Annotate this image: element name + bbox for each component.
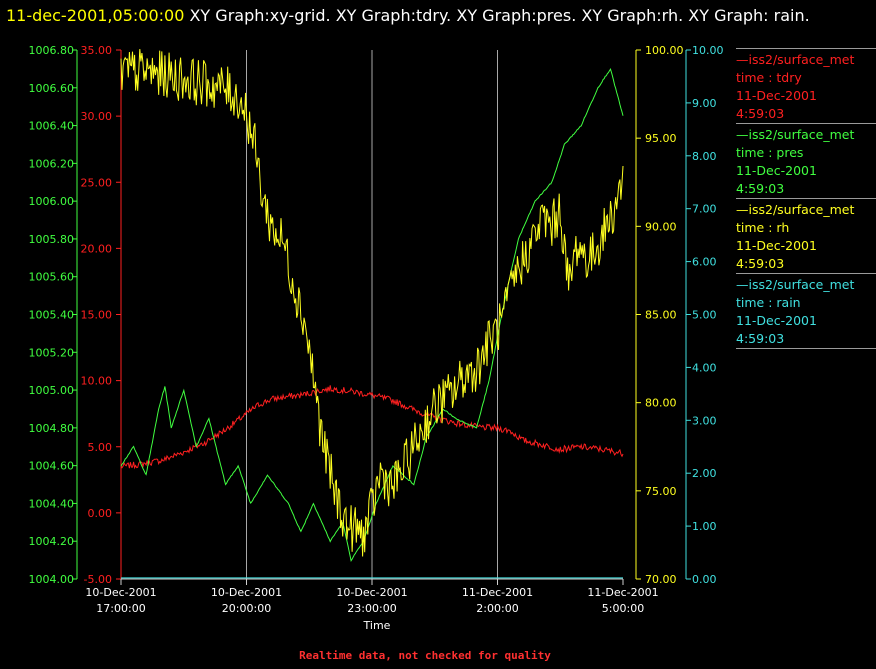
legend-time: 4:59:03 — [736, 331, 785, 346]
legend-time: 4:59:03 — [736, 181, 785, 196]
rain-tick-label: 3.00 — [692, 414, 717, 427]
pres-tick-label: 1006.60 — [29, 82, 75, 95]
x-tick-time: 5:00:00 — [602, 602, 644, 615]
legend-field: time : rain — [736, 295, 801, 310]
quality-note: Realtime data, not checked for quality — [299, 649, 551, 662]
tdry-tick-label: 0.00 — [88, 507, 113, 520]
pres-tick-label: 1005.20 — [29, 346, 75, 359]
pres-tick-label: 1005.00 — [29, 384, 75, 397]
rain-tick-label: 2.00 — [692, 467, 717, 480]
graph-timestamp: 11-dec-2001,05:00:00 — [6, 6, 185, 25]
rh-tick-label: 95.00 — [645, 132, 677, 145]
tdry-tick-label: -5.00 — [84, 573, 112, 586]
pres-tick-label: 1006.80 — [29, 44, 75, 57]
series-line-tdry — [120, 385, 624, 470]
rh-tick-label: 80.00 — [645, 397, 677, 410]
x-tick-time: 23:00:00 — [347, 602, 396, 615]
series-line-rh — [120, 49, 624, 557]
pres-tick-label: 1004.60 — [29, 460, 75, 473]
rain-tick-label: 6.00 — [692, 256, 717, 269]
legend-field: time : tdry — [736, 70, 802, 85]
legend-field: time : pres — [736, 145, 804, 160]
legend: —iss2/surface_met time : tdry 11-Dec-2001 4… — [736, 48, 876, 349]
rain-tick-label: 5.00 — [692, 309, 717, 322]
tdry-tick-label: 30.00 — [81, 110, 113, 123]
legend-date: 11-Dec-2001 — [736, 88, 817, 103]
legend-field: time : rh — [736, 220, 790, 235]
legend-source: —iss2/surface_met — [736, 52, 855, 67]
x-tick-date: 11-Dec-2001 — [587, 586, 658, 599]
pres-tick-label: 1005.60 — [29, 271, 75, 284]
rain-tick-label: 10.00 — [692, 44, 724, 57]
rh-tick-label: 90.00 — [645, 220, 677, 233]
x-tick-date: 10-Dec-2001 — [211, 586, 282, 599]
x-axis-label: Time — [363, 619, 391, 632]
pres-tick-label: 1004.20 — [29, 535, 75, 548]
x-tick-date: 11-Dec-2001 — [462, 586, 533, 599]
pres-tick-label: 1006.40 — [29, 120, 75, 133]
legend-date: 11-Dec-2001 — [736, 238, 817, 253]
legend-source: —iss2/surface_met — [736, 202, 855, 217]
series-line-pres — [120, 68, 624, 563]
tdry-tick-label: 25.00 — [81, 176, 113, 189]
tdry-tick-label: 5.00 — [88, 441, 113, 454]
x-tick-time: 17:00:00 — [96, 602, 145, 615]
rain-tick-label: 1.00 — [692, 520, 717, 533]
legend-time: 4:59:03 — [736, 256, 785, 271]
rh-tick-label: 75.00 — [645, 485, 677, 498]
legend-time: 4:59:03 — [736, 106, 785, 121]
rh-tick-label: 85.00 — [645, 309, 677, 322]
pres-tick-label: 1006.00 — [29, 195, 75, 208]
tdry-tick-label: 35.00 — [81, 44, 113, 57]
x-tick-time: 20:00:00 — [222, 602, 271, 615]
rh-tick-label: 70.00 — [645, 573, 677, 586]
legend-date: 11-Dec-2001 — [736, 313, 817, 328]
legend-source: —iss2/surface_met — [736, 277, 855, 292]
graph-description: XY Graph:xy-grid. XY Graph:tdry. XY Grap… — [189, 6, 810, 25]
x-tick-date: 10-Dec-2001 — [336, 586, 407, 599]
rain-tick-label: 9.00 — [692, 97, 717, 110]
pres-tick-label: 1004.40 — [29, 497, 75, 510]
pres-tick-label: 1004.00 — [29, 573, 75, 586]
x-tick-date: 10-Dec-2001 — [85, 586, 156, 599]
rain-tick-label: 4.00 — [692, 361, 717, 374]
rain-tick-label: 7.00 — [692, 203, 717, 216]
rain-tick-label: 8.00 — [692, 150, 717, 163]
rh-tick-label: 100.00 — [645, 44, 684, 57]
graph-title: 11-dec-2001,05:00:00 XY Graph:xy-grid. X… — [6, 2, 866, 30]
pres-tick-label: 1005.80 — [29, 233, 75, 246]
pres-tick-label: 1004.80 — [29, 422, 75, 435]
pres-tick-label: 1005.40 — [29, 309, 75, 322]
tdry-tick-label: 15.00 — [81, 309, 113, 322]
legend-source: —iss2/surface_met — [736, 127, 855, 142]
rain-tick-label: 0.00 — [692, 573, 717, 586]
tdry-tick-label: 10.00 — [81, 375, 113, 388]
legend-date: 11-Dec-2001 — [736, 163, 817, 178]
tdry-tick-label: 20.00 — [81, 242, 113, 255]
pres-tick-label: 1006.20 — [29, 157, 75, 170]
x-tick-time: 2:00:00 — [476, 602, 518, 615]
